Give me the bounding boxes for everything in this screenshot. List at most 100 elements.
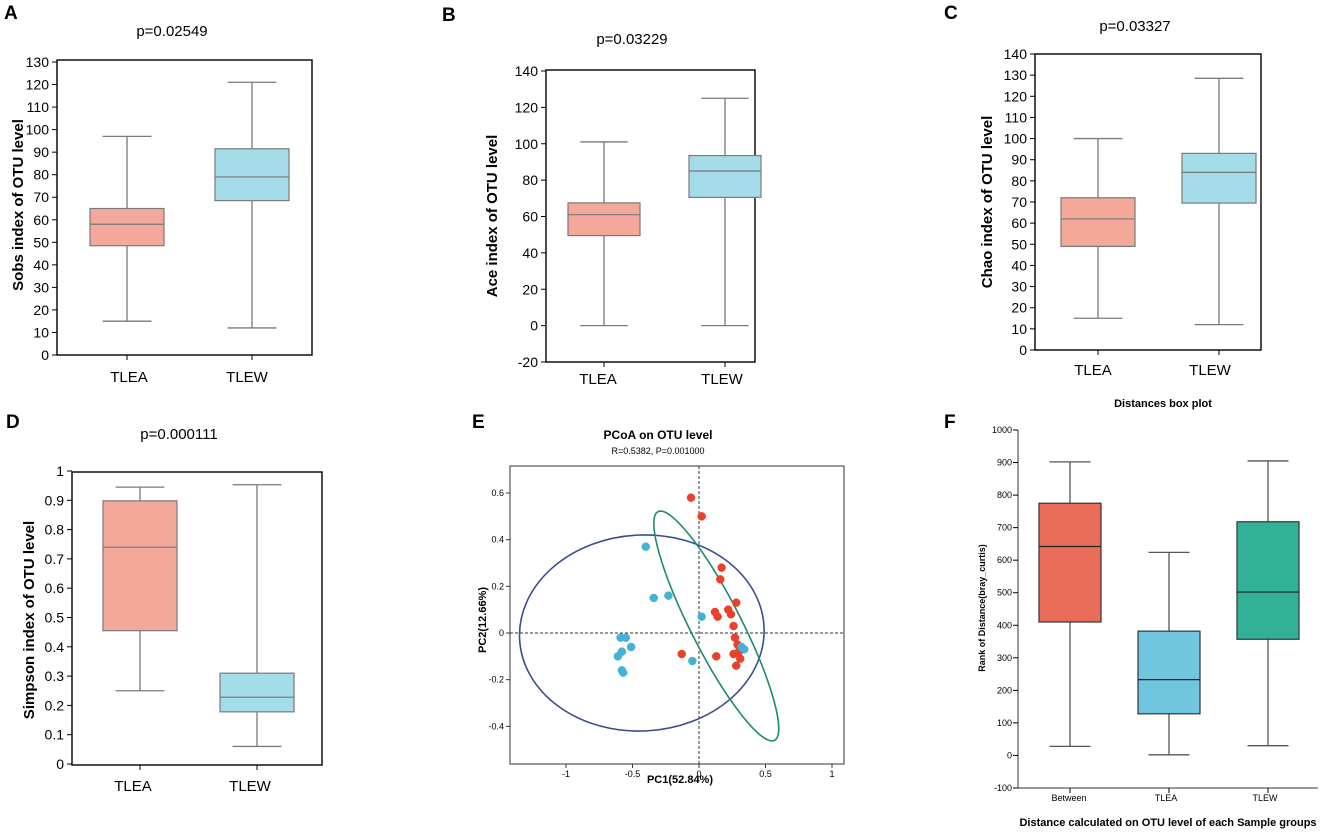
y-tick-label: 80: [33, 167, 49, 183]
point-tlew: [616, 633, 625, 642]
y-tick-label: 130: [1004, 67, 1028, 83]
box-tlew: [1236, 521, 1300, 640]
box-tlew: [214, 148, 290, 202]
y-tick-label: 0: [499, 628, 504, 638]
box-tlea: [89, 207, 165, 247]
y-tick-label: 10: [1011, 321, 1027, 337]
point-tlew: [649, 593, 659, 603]
panel-label-e: E: [472, 412, 485, 433]
y-tick-label: 0: [1007, 750, 1012, 760]
y-tick-label: 1000: [992, 425, 1012, 435]
point-tlea: [686, 493, 696, 502]
y-tick-label: 120: [1004, 88, 1028, 104]
y-tick-label: 100: [997, 718, 1012, 728]
y-tick-label: 0.2: [491, 581, 504, 591]
plot-frame: [509, 465, 845, 765]
y-tick-label: 140: [1004, 46, 1028, 62]
y-tick-label: 40: [522, 245, 538, 261]
panel-label-f: F: [944, 412, 956, 433]
chart-subtitle: R=0.5382, P=0.001000: [611, 446, 704, 456]
x-tick-label: TLEW: [701, 371, 744, 388]
x-tick-label: TLEW: [1189, 362, 1232, 379]
y-tick-label: 0.4: [491, 535, 504, 545]
x-tick-label: -1: [562, 769, 570, 779]
panel-label-d: D: [6, 412, 20, 433]
chart-title: PCoA on OTU level: [604, 428, 713, 442]
y-tick-label: 1: [56, 463, 64, 479]
y-axis-label: Rank of Distance(bray_curtis): [977, 544, 987, 672]
y-tick-label: 130: [26, 54, 50, 70]
x-tick-label: TLEW: [1252, 793, 1278, 803]
y-tick-label: 0.1: [45, 727, 65, 743]
y-tick-label: 0.8: [45, 522, 65, 538]
y-tick-label: 30: [1011, 279, 1027, 295]
y-tick-label: 70: [33, 189, 49, 205]
y-tick-label: 0: [530, 318, 538, 334]
panel-f-distance-chart: Distances box plot Rank of Distance(bray…: [977, 398, 1318, 829]
y-tick-label: 0: [56, 756, 64, 772]
y-tick-label: 110: [1005, 109, 1028, 125]
y-tick-label: 800: [997, 490, 1012, 500]
x-tick-label: Between: [1051, 793, 1086, 803]
panel-d-simpson-chart: p=0.000111 Simpson index of OTU level 0 0…: [21, 426, 323, 795]
y-tick-label: 120: [515, 99, 539, 115]
y-tick-label: 60: [33, 212, 49, 228]
point-tlea: [716, 575, 725, 584]
y-tick-label: 60: [522, 209, 538, 225]
plot-frame: [56, 59, 313, 356]
point-tlea: [731, 661, 741, 670]
confidence-ellipse-tlea: [653, 510, 780, 742]
point-tlea: [677, 649, 686, 659]
x-tick-label: TLEW: [229, 778, 272, 795]
y-tick-label: 0: [41, 347, 49, 363]
x-tick-label: TLEW: [226, 369, 269, 386]
point-tlew: [697, 612, 706, 621]
chart-title: p=0.03229: [596, 31, 667, 48]
point-tlew: [613, 652, 623, 661]
y-axis-label: Chao index of OTU level: [979, 116, 996, 289]
y-tick-label: 140: [515, 63, 539, 79]
point-tlea: [729, 621, 738, 631]
panel-label-a: A: [4, 3, 18, 24]
y-tick-label: 900: [997, 458, 1012, 468]
box-tlew: [688, 154, 762, 199]
box-tlew: [1181, 152, 1257, 204]
y-axis-label: PC2(12.66%): [477, 587, 489, 653]
chart-title: Distances box plot: [1114, 398, 1212, 410]
box-tlea: [567, 202, 641, 237]
y-tick-label: 20: [33, 302, 49, 318]
x-tick-label: TLEA: [1155, 793, 1178, 803]
point-tlew: [664, 591, 673, 600]
plot-frame: [71, 471, 323, 766]
point-tlea: [731, 598, 741, 607]
panel-a-sobs-chart: p=0.02549 Sobs index of OTU level 0 10 20 3…: [10, 23, 313, 386]
panel-label-b: B: [442, 5, 456, 26]
y-axis-label: Simpson index of OTU level: [21, 521, 38, 719]
point-tlea: [717, 563, 726, 572]
y-tick-label: 0: [1019, 342, 1027, 358]
y-tick-label: 50: [1011, 236, 1027, 252]
y-tick-label: 110: [27, 99, 50, 115]
x-axis-label: PC1(52.84%): [647, 774, 713, 786]
chart-title: p=0.02549: [136, 23, 207, 40]
y-tick-label: 90: [33, 144, 49, 160]
y-tick-label: 0.9: [45, 492, 65, 508]
y-tick-label: -0.4: [488, 721, 504, 731]
y-tick-label: 300: [997, 653, 1012, 663]
point-tlew: [626, 642, 636, 652]
panel-e-pcoa-chart: PCoA on OTU level R=0.5382, P=0.001000 P…: [477, 428, 845, 786]
point-tlea: [729, 649, 738, 659]
box-between: [1038, 502, 1102, 623]
x-tick-label: TLEA: [1074, 362, 1112, 379]
point-tlew: [688, 656, 697, 666]
point-tlew: [618, 668, 628, 677]
point-tlew: [641, 542, 651, 551]
point-tlea: [735, 654, 745, 663]
y-tick-label: -100: [994, 783, 1012, 793]
y-tick-label: 90: [1011, 152, 1027, 168]
y-tick-label: 80: [1011, 173, 1027, 189]
x-tick-label: TLEA: [110, 369, 148, 386]
box-tlea: [102, 500, 178, 632]
y-tick-label: 0.5: [45, 610, 65, 626]
x-tick-label: 1: [829, 769, 834, 779]
